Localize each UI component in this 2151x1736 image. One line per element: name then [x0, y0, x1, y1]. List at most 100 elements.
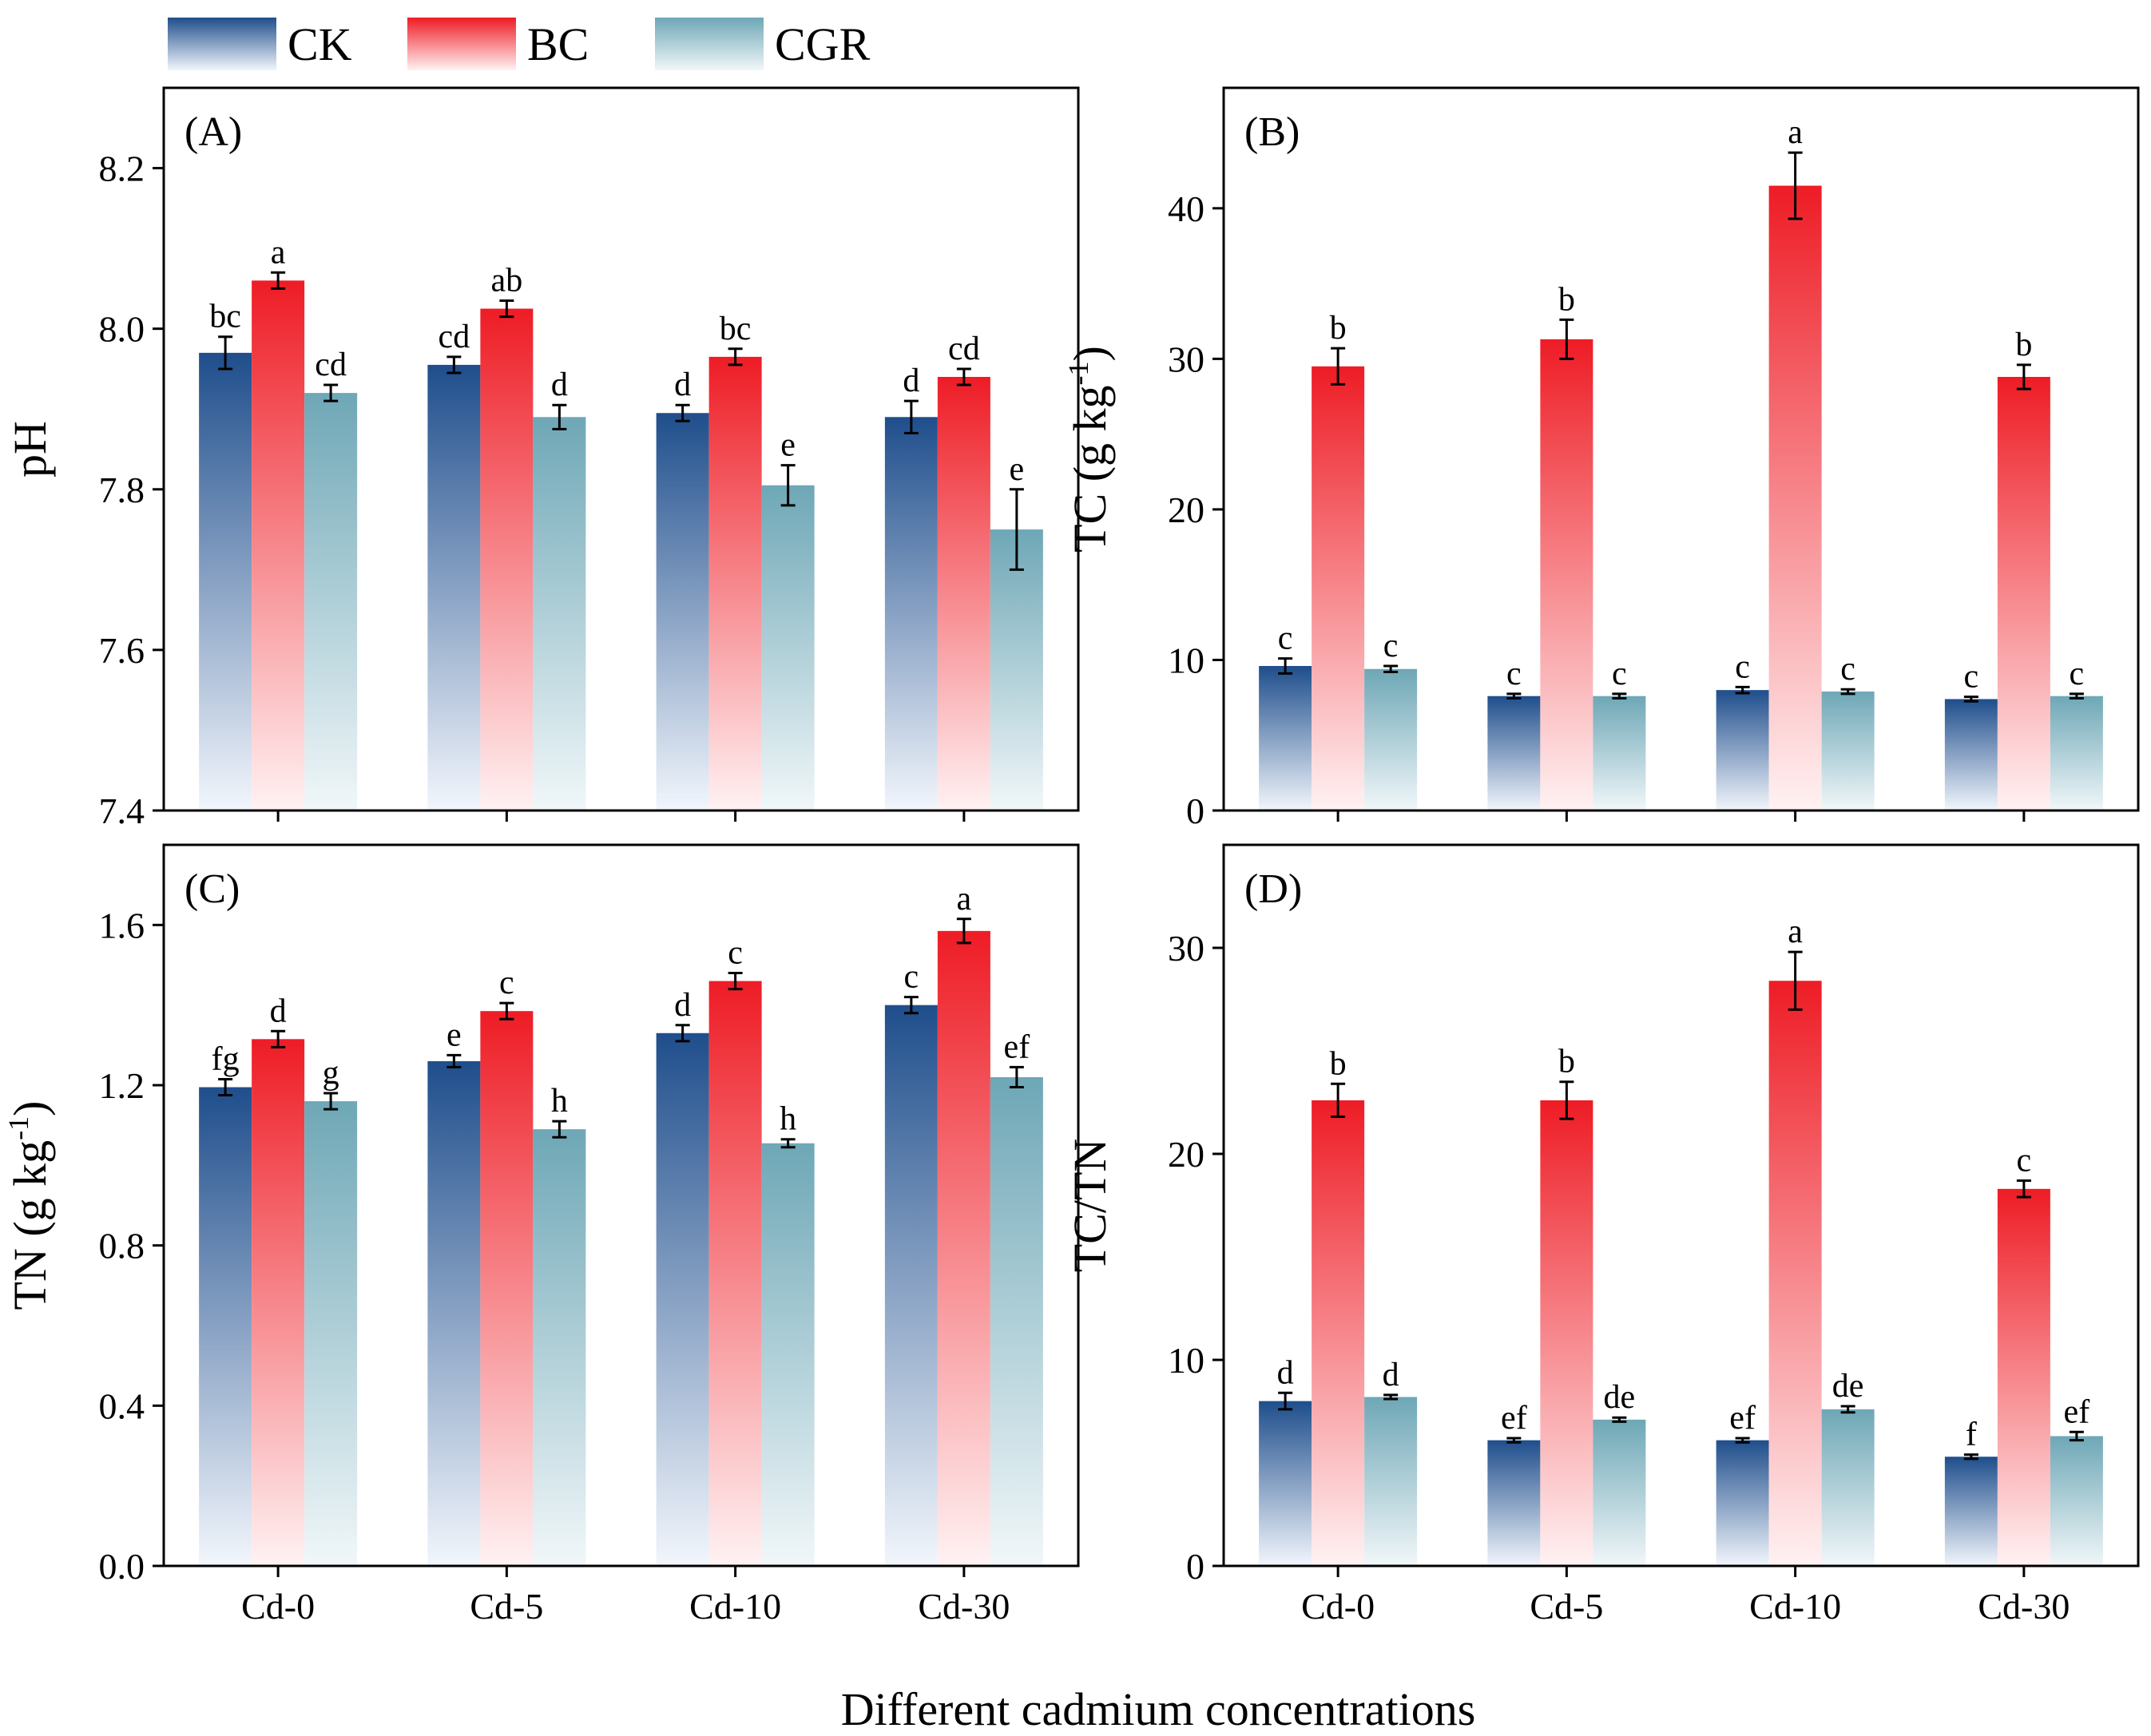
panel-a-bar-cgr	[990, 529, 1043, 811]
panel-d-x-tick-label: Cd-0	[1301, 1586, 1375, 1627]
panel-b-significance-letter: c	[1735, 648, 1750, 685]
panel-d-significance-letter: a	[1788, 914, 1803, 950]
panel-b-bar-ck	[1944, 699, 1998, 811]
panel-d-frame	[1222, 843, 2140, 1568]
panel-c-y-tick-label: 1.6	[99, 905, 145, 945]
panel-d-significance-letter: c	[2017, 1143, 2032, 1179]
panel-c-bar-ck	[199, 1087, 252, 1566]
panel-c-significance-letter: a	[957, 881, 972, 918]
panel-b-bar-ck	[1487, 696, 1541, 811]
panel-b-label: (B)	[1244, 109, 1300, 155]
panel-a-significance-letter: cd	[439, 319, 470, 355]
panel-c-significance-letter: e	[446, 1017, 462, 1053]
panel-d-significance-letter: de	[1832, 1368, 1864, 1405]
legend-swatch-cgr	[655, 18, 764, 70]
panel-c-bar-cgr	[533, 1129, 586, 1566]
panel-b-bar-bc	[1768, 185, 1822, 811]
panel-d-y-tick-label: 10	[1168, 1340, 1204, 1381]
legend-swatch-bc	[407, 18, 516, 70]
legend-label-cgr: CGR	[775, 18, 871, 70]
panel-b-bar-cgr	[1364, 668, 1418, 811]
panel-c-significance-letter: d	[270, 993, 287, 1029]
panel-d-bar-bc	[1312, 1100, 1365, 1566]
panel-b-bar-bc	[1540, 339, 1593, 811]
panel-c-significance-letter: c	[904, 959, 919, 996]
panel-a-significance-letter: a	[271, 234, 286, 271]
panel-d-bar-ck	[1259, 1401, 1312, 1566]
panel-a-bar-ck	[199, 352, 252, 811]
panel-a-y-axis-label: pH	[4, 421, 56, 478]
panel-a-bar-cgr	[304, 393, 358, 811]
panel-d-significance-letter: f	[1966, 1417, 1977, 1453]
panel-a-bar-cgr	[761, 485, 815, 811]
panel-d-bar-cgr	[1821, 1409, 1875, 1566]
panel-d-bar-bc	[1997, 1188, 2050, 1566]
panel-b-significance-letter: c	[2070, 656, 2085, 692]
panel-d-significance-letter: de	[1604, 1379, 1636, 1416]
panel-a-y-tick-label: 7.6	[99, 630, 145, 671]
panel-a-significance-letter: d	[903, 363, 919, 399]
panel-a-y-tick-label: 7.8	[99, 470, 145, 510]
panel-c-x-tick-label: Cd-5	[470, 1586, 543, 1627]
panel-d-bar-bc	[1768, 981, 1822, 1566]
panel-b-y-tick-label: 30	[1168, 339, 1204, 379]
panel-c-bar-cgr	[304, 1101, 358, 1566]
panel-d-significance-letter: ef	[1729, 1400, 1756, 1437]
panel-a-label: (A)	[185, 109, 242, 155]
panel-a-bar-ck	[884, 417, 938, 811]
panel-c-significance-letter: fg	[212, 1040, 240, 1077]
panel-b-significance-letter: c	[1506, 656, 1522, 692]
panel-b-significance-letter: b	[1558, 281, 1575, 318]
panel-d-x-tick-label: Cd-10	[1749, 1586, 1841, 1627]
panel-a-bar-bc	[252, 280, 305, 811]
panel-d-y-tick-label: 0	[1186, 1546, 1204, 1587]
panel-d: 0 10 20 30 TC/TN (D) Cd-0 d b d Cd-5 ef b de Cd-10 ef a d…	[1064, 843, 2140, 1627]
panel-b-y-tick-label: 20	[1168, 489, 1204, 530]
panel-d-bar-ck	[1944, 1457, 1998, 1566]
panel-d-label: (D)	[1244, 866, 1302, 912]
legend-swatch-ck	[168, 18, 276, 70]
panel-c-bar-bc	[708, 981, 762, 1566]
panel-b-significance-letter: c	[1612, 656, 1627, 692]
panel-c-bar-ck	[427, 1060, 481, 1566]
panel-b-bar-bc	[1997, 377, 2050, 811]
panel-a-y-tick-label: 7.4	[99, 791, 145, 831]
panel-d-significance-letter: b	[1558, 1044, 1575, 1080]
panel-a-significance-letter: d	[551, 367, 568, 403]
legend-label-ck: CK	[288, 18, 352, 70]
panel-c-y-tick-label: 1.2	[99, 1065, 145, 1106]
panel-b-bar-ck	[1259, 666, 1312, 811]
panel-c-significance-letter: g	[323, 1055, 339, 1092]
panel-c-x-tick-label: Cd-0	[241, 1586, 315, 1627]
panel-b-y-tick-label: 10	[1168, 640, 1204, 680]
legend-label-bc: BC	[527, 18, 589, 70]
panel-c-bar-cgr	[990, 1076, 1043, 1566]
panel-a-significance-letter: e	[1010, 451, 1025, 488]
panel-d-bar-bc	[1540, 1100, 1593, 1566]
panel-d-bar-cgr	[1364, 1397, 1418, 1566]
x-axis-title: Different cadmium concentrations	[841, 1683, 1476, 1735]
panel-c-x-tick-label: Cd-10	[689, 1586, 781, 1627]
panel-b-bar-bc	[1312, 366, 1365, 811]
panel-d-significance-letter: ef	[2064, 1393, 2090, 1430]
panel-b-frame	[1222, 86, 2140, 812]
panel-a-significance-letter: bc	[209, 299, 241, 335]
panel-a-significance-letter: d	[674, 367, 691, 403]
panel-c-y-tick-label: 0.4	[99, 1385, 145, 1426]
panel-a-significance-letter: ab	[491, 262, 523, 299]
panel-a-bar-cgr	[533, 417, 586, 811]
panel-a-bar-bc	[937, 377, 990, 811]
panel-d-y-tick-label: 30	[1168, 928, 1204, 969]
panel-d-y-axis-label: TC/TN	[1064, 1139, 1116, 1273]
panel-d-bar-ck	[1716, 1440, 1769, 1566]
panel-c-significance-letter: d	[674, 987, 691, 1024]
panel-d-bar-cgr	[1593, 1419, 1646, 1566]
panel-d-bar-cgr	[2050, 1436, 2103, 1566]
panel-b-significance-letter: c	[1383, 628, 1399, 664]
panel-a-significance-letter: cd	[948, 331, 980, 367]
panel-a-bar-bc	[708, 356, 762, 811]
panel-d-significance-letter: d	[1277, 1354, 1294, 1391]
panel-c: 0.00.40.81.21.6TN (g kg-1)(C)Cd-0fgdgCd-…	[2, 843, 1080, 1627]
panel-b-significance-letter: a	[1788, 114, 1803, 151]
